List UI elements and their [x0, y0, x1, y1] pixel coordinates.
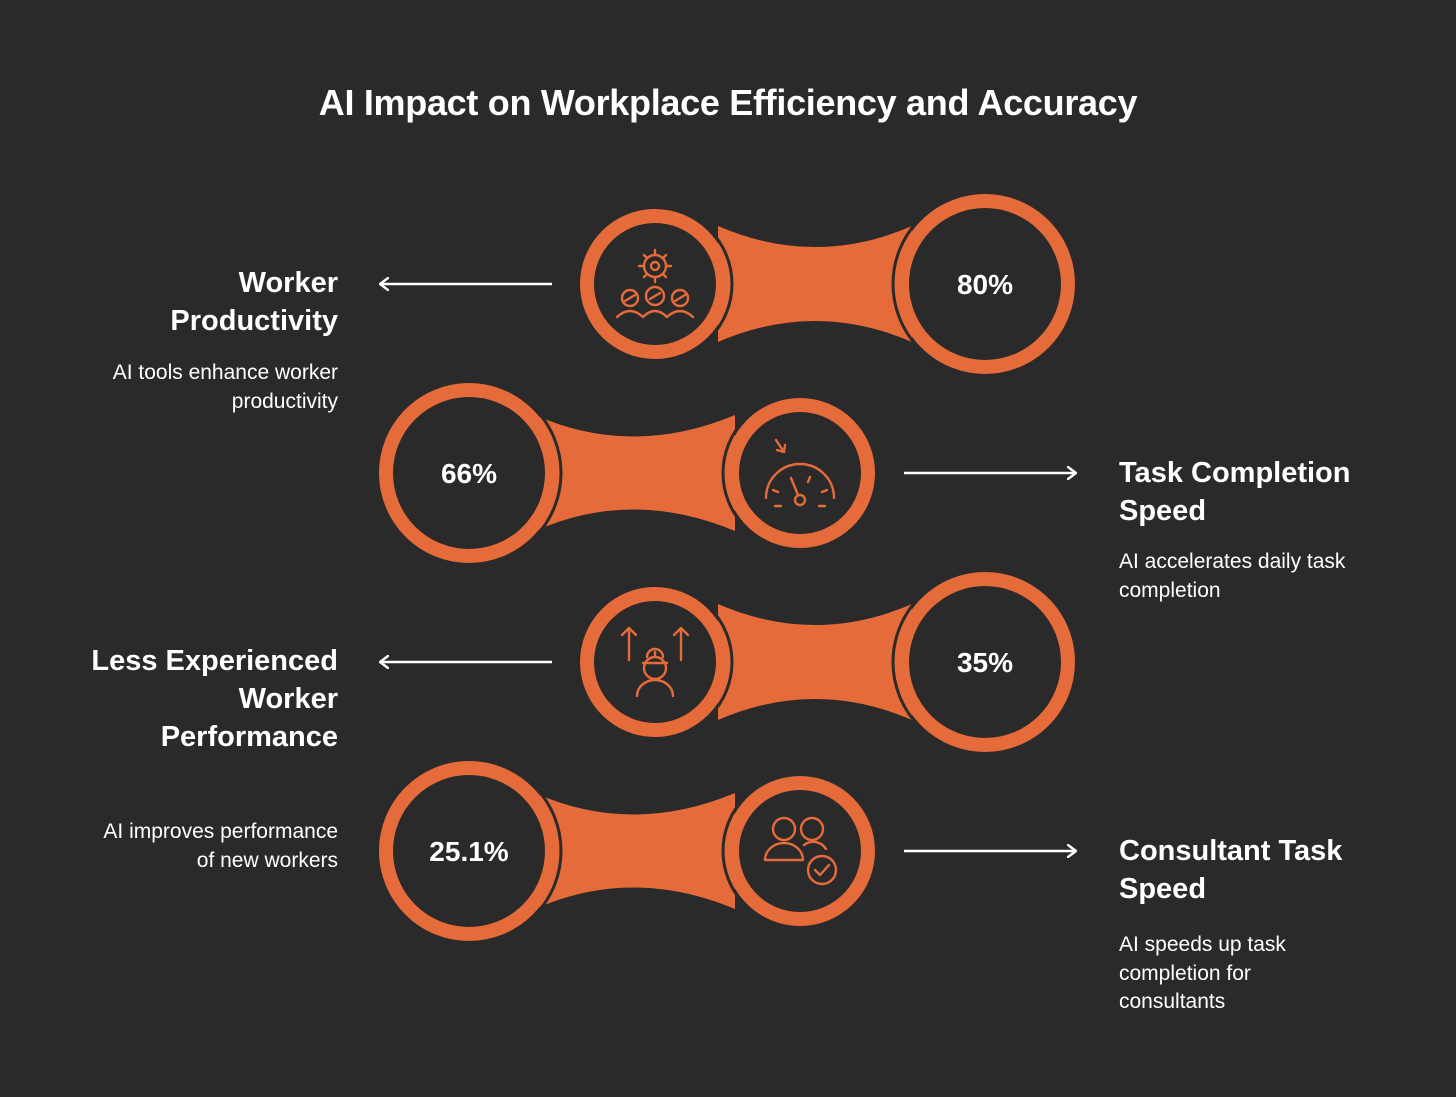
heading-worker-productivity: Worker Productivity	[170, 267, 338, 337]
heading-consultant-task-speed: Consultant Task Speed	[1119, 835, 1343, 905]
page-title: AI Impact on Workplace Efficiency and Ac…	[318, 82, 1138, 123]
icon-ring-outline	[721, 394, 879, 552]
worker-growth-icon	[620, 626, 690, 698]
value-ring-outline	[891, 568, 1079, 756]
value-ring	[895, 194, 1075, 374]
value-ring	[379, 383, 559, 563]
row-consultant-task-speed: 25.1%	[375, 757, 1076, 945]
icon-ring	[725, 398, 875, 548]
value-ring-outline	[375, 379, 563, 567]
value-ring-outline	[891, 190, 1079, 378]
connector-band	[718, 226, 912, 342]
connector-band	[535, 793, 735, 909]
value-label: 35%	[957, 647, 1013, 678]
heading-task-completion-speed: Task Completion Speed	[1119, 457, 1351, 527]
row-less-experienced-worker-performance: 35%	[380, 568, 1079, 756]
value-ring-outline	[375, 757, 563, 945]
icon-ring	[580, 209, 730, 359]
connector-band	[718, 604, 912, 720]
value-label: 66%	[441, 458, 497, 489]
heading-less-experienced-worker-performance: Less Experienced Worker Performance	[91, 645, 338, 753]
speedometer-icon	[764, 438, 836, 508]
icon-ring-outline	[721, 772, 879, 930]
consultant-check-icon	[763, 816, 838, 886]
description-task-completion-speed: AI accelerates daily task completion	[1119, 550, 1346, 602]
value-label: 25.1%	[429, 836, 508, 867]
row-task-completion-speed: 66%	[375, 379, 1076, 567]
icon-ring-outline	[576, 205, 734, 363]
value-label: 80%	[957, 269, 1013, 300]
description-less-experienced-worker-performance: AI improves performance of new workers	[103, 820, 338, 872]
connector-band	[535, 415, 735, 531]
icon-ring-outline	[576, 583, 734, 741]
description-consultant-task-speed: AI speeds up task completion for consult…	[1119, 933, 1286, 1013]
row-worker-productivity: 80%	[380, 190, 1079, 378]
value-ring	[895, 572, 1075, 752]
team-gear-icon	[615, 248, 695, 319]
description-worker-productivity: AI tools enhance worker productivity	[112, 361, 338, 413]
value-ring	[379, 761, 559, 941]
